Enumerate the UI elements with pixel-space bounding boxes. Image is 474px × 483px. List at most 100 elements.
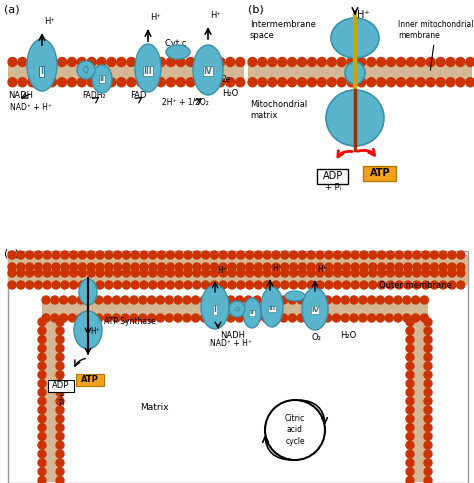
- Circle shape: [17, 251, 25, 259]
- Circle shape: [175, 281, 183, 289]
- Circle shape: [28, 57, 37, 67]
- Circle shape: [395, 269, 403, 277]
- Text: H⁺: H⁺: [317, 265, 327, 274]
- Circle shape: [8, 281, 16, 289]
- Circle shape: [56, 388, 64, 397]
- Circle shape: [406, 432, 414, 440]
- Circle shape: [56, 380, 64, 387]
- Circle shape: [38, 424, 46, 432]
- Circle shape: [56, 424, 64, 432]
- Circle shape: [131, 263, 139, 271]
- Text: Matrix: Matrix: [140, 403, 169, 412]
- Circle shape: [271, 296, 279, 304]
- Circle shape: [183, 296, 191, 304]
- Circle shape: [404, 251, 412, 259]
- Circle shape: [413, 269, 421, 277]
- Text: IV: IV: [204, 67, 212, 75]
- Circle shape: [137, 57, 146, 67]
- Circle shape: [281, 281, 289, 289]
- Text: Citric
acid
cycle: Citric acid cycle: [285, 414, 305, 446]
- Circle shape: [439, 269, 447, 277]
- Circle shape: [424, 327, 432, 335]
- Circle shape: [466, 78, 474, 87]
- Circle shape: [237, 269, 245, 277]
- Circle shape: [105, 281, 113, 289]
- Circle shape: [280, 296, 288, 304]
- Ellipse shape: [243, 298, 261, 328]
- Circle shape: [131, 251, 139, 259]
- Text: FADH₂: FADH₂: [82, 91, 106, 100]
- Circle shape: [368, 314, 375, 322]
- Circle shape: [448, 251, 456, 259]
- Circle shape: [57, 78, 66, 87]
- Circle shape: [404, 281, 412, 289]
- Circle shape: [424, 362, 432, 370]
- Circle shape: [201, 296, 209, 304]
- Text: (a): (a): [4, 4, 19, 14]
- Circle shape: [206, 57, 215, 67]
- Circle shape: [210, 281, 219, 289]
- Circle shape: [114, 263, 122, 271]
- Circle shape: [131, 281, 139, 289]
- Circle shape: [377, 57, 386, 67]
- Circle shape: [404, 263, 412, 271]
- Circle shape: [403, 296, 411, 304]
- Circle shape: [297, 296, 305, 304]
- Circle shape: [424, 424, 432, 432]
- Circle shape: [97, 57, 106, 67]
- Circle shape: [56, 441, 64, 449]
- Circle shape: [387, 78, 396, 87]
- Circle shape: [272, 269, 280, 277]
- Circle shape: [18, 78, 27, 87]
- Circle shape: [466, 57, 474, 67]
- Circle shape: [38, 344, 46, 353]
- Circle shape: [406, 406, 414, 414]
- Circle shape: [149, 251, 157, 259]
- Circle shape: [104, 314, 111, 322]
- Circle shape: [87, 263, 95, 271]
- Circle shape: [406, 424, 414, 432]
- Circle shape: [426, 78, 435, 87]
- Circle shape: [258, 78, 267, 87]
- Circle shape: [139, 314, 147, 322]
- Circle shape: [246, 251, 254, 259]
- Circle shape: [166, 263, 174, 271]
- Circle shape: [446, 57, 455, 67]
- Circle shape: [56, 476, 64, 483]
- Text: (b): (b): [248, 4, 264, 14]
- Circle shape: [430, 269, 438, 277]
- Circle shape: [229, 301, 245, 317]
- Circle shape: [395, 263, 403, 271]
- Circle shape: [61, 269, 69, 277]
- Circle shape: [406, 353, 414, 361]
- Circle shape: [406, 78, 415, 87]
- Circle shape: [61, 251, 69, 259]
- Circle shape: [406, 57, 415, 67]
- Circle shape: [193, 263, 201, 271]
- Circle shape: [175, 263, 183, 271]
- Circle shape: [38, 57, 47, 67]
- Circle shape: [439, 251, 447, 259]
- Bar: [8, 62, 244, 82]
- Circle shape: [38, 406, 46, 414]
- Circle shape: [248, 57, 257, 67]
- Circle shape: [38, 362, 46, 370]
- Circle shape: [38, 397, 46, 405]
- Circle shape: [201, 314, 209, 322]
- Circle shape: [191, 314, 200, 322]
- Circle shape: [307, 281, 315, 289]
- Circle shape: [255, 263, 263, 271]
- Circle shape: [38, 371, 46, 379]
- Ellipse shape: [345, 62, 365, 84]
- Text: ATP: ATP: [370, 168, 390, 178]
- Circle shape: [406, 336, 414, 343]
- Circle shape: [216, 78, 225, 87]
- Circle shape: [263, 263, 271, 271]
- Circle shape: [316, 269, 324, 277]
- Circle shape: [166, 57, 175, 67]
- Circle shape: [175, 251, 183, 259]
- Circle shape: [272, 251, 280, 259]
- Circle shape: [157, 269, 165, 277]
- Circle shape: [43, 281, 51, 289]
- Circle shape: [436, 78, 445, 87]
